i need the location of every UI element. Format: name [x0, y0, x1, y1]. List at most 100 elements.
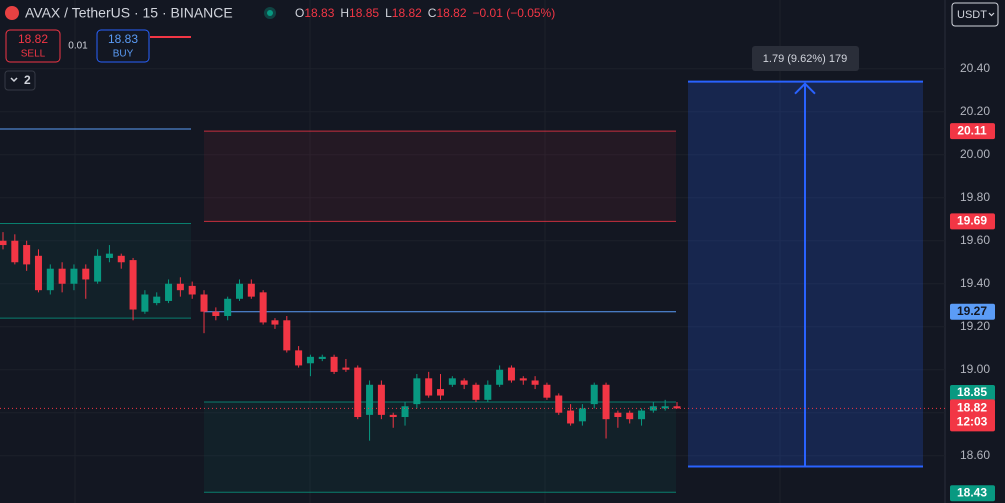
status-dot	[267, 10, 273, 16]
zone	[204, 131, 676, 222]
indicators-toggle[interactable]	[4, 70, 36, 91]
candle-body	[11, 240, 19, 263]
symbol-icon	[5, 6, 19, 20]
candle-body	[330, 356, 338, 372]
candle-body	[437, 389, 445, 396]
currency: USDT	[957, 9, 987, 21]
y-tick-label: 19.80	[960, 190, 990, 204]
candle-body	[247, 283, 255, 297]
candle-body	[460, 380, 468, 385]
ohlc-key: L	[385, 6, 392, 20]
candle-body	[661, 406, 669, 409]
candle-body	[590, 384, 598, 405]
ohlc-value: 18.82	[436, 6, 466, 20]
sell-button[interactable]	[5, 29, 61, 63]
candle-body	[448, 378, 456, 385]
candle-body	[377, 384, 385, 415]
candle-body	[366, 384, 374, 415]
price-tag	[950, 399, 995, 432]
candle-body	[649, 406, 657, 411]
indicators-count: 2	[24, 73, 31, 87]
candle-body	[46, 268, 54, 291]
y-tick-label: 20.20	[960, 104, 990, 118]
candle-body	[507, 367, 515, 381]
candle-body	[425, 378, 433, 396]
candle-body	[602, 384, 610, 420]
candle-body	[496, 369, 504, 385]
candle-body	[673, 406, 681, 409]
candle-body	[176, 283, 184, 291]
ohlc-value: 18.82	[392, 6, 422, 20]
candle-body	[165, 283, 173, 301]
buy-label: BUY	[113, 49, 134, 60]
candle-body	[141, 294, 149, 312]
candle-body	[212, 311, 220, 316]
candle-body	[200, 294, 208, 312]
y-tick-label: 19.60	[960, 233, 990, 247]
candle-body	[34, 255, 42, 291]
sell-price: 18.82	[18, 32, 48, 46]
arrow-head	[794, 82, 816, 95]
chevron	[10, 77, 18, 83]
chevron	[988, 12, 995, 17]
ohlc-value: 18.83	[304, 6, 334, 20]
ohlc-value: 18.85	[349, 6, 379, 20]
change: −0.01 (−0.05%)	[473, 6, 556, 20]
candle-body	[0, 240, 7, 246]
price-tag-label: 19.27	[957, 304, 987, 318]
candle-body	[271, 320, 279, 325]
price-tag	[950, 485, 995, 502]
price-tag	[950, 303, 995, 320]
currency-button[interactable]	[951, 2, 999, 27]
price-tag-label: 19.69	[957, 214, 987, 228]
candle-body	[555, 395, 563, 413]
symbol: AVAX / TetherUS · 15 · BINANCE	[25, 5, 233, 21]
candle-body	[94, 255, 102, 282]
price-tag-label: 18.82	[957, 401, 987, 415]
buy-button[interactable]	[96, 29, 150, 63]
price-tag-label: 18.85	[957, 385, 987, 399]
candle-body	[70, 268, 78, 284]
position-tooltip	[752, 46, 859, 71]
buy-price: 18.83	[108, 32, 138, 46]
zone	[204, 401, 676, 493]
candle-body	[188, 285, 196, 295]
candle-body	[259, 292, 267, 323]
candle-body	[578, 408, 586, 422]
candle-body	[342, 367, 350, 370]
candle-body	[306, 356, 314, 364]
candle-body	[23, 245, 31, 265]
candle-body	[354, 367, 362, 418]
candle-body	[235, 283, 243, 299]
price-tag	[950, 213, 995, 230]
candle-body	[472, 384, 480, 400]
position-label: 1.79 (9.62%) 179	[763, 53, 847, 65]
price-tag	[950, 123, 995, 140]
y-tick-label: 19.20	[960, 319, 990, 333]
candle-body	[82, 268, 90, 280]
ohlc-key: H	[340, 6, 349, 20]
candle-body	[389, 414, 397, 418]
candle-body	[413, 378, 421, 405]
candle-body	[295, 350, 303, 366]
candle-body	[153, 296, 161, 304]
candle-body	[626, 412, 634, 420]
candle-body	[638, 410, 646, 420]
candle-body	[567, 410, 575, 424]
candle-body	[58, 268, 66, 284]
countdown: 12:03	[957, 415, 988, 429]
y-tick-label: 20.00	[960, 147, 990, 161]
candle-body	[484, 384, 492, 400]
sell-label: SELL	[21, 49, 46, 60]
price-tag	[950, 384, 995, 401]
y-tick-label: 18.60	[960, 448, 990, 462]
y-tick-label: 19.00	[960, 362, 990, 376]
y-tick-label: 19.40	[960, 276, 990, 290]
y-tick-label: 20.40	[960, 61, 990, 75]
candle-body	[401, 406, 409, 418]
ohlc-key: O	[295, 6, 304, 20]
candle-body	[531, 380, 539, 385]
price-tag-label: 18.43	[957, 485, 987, 499]
